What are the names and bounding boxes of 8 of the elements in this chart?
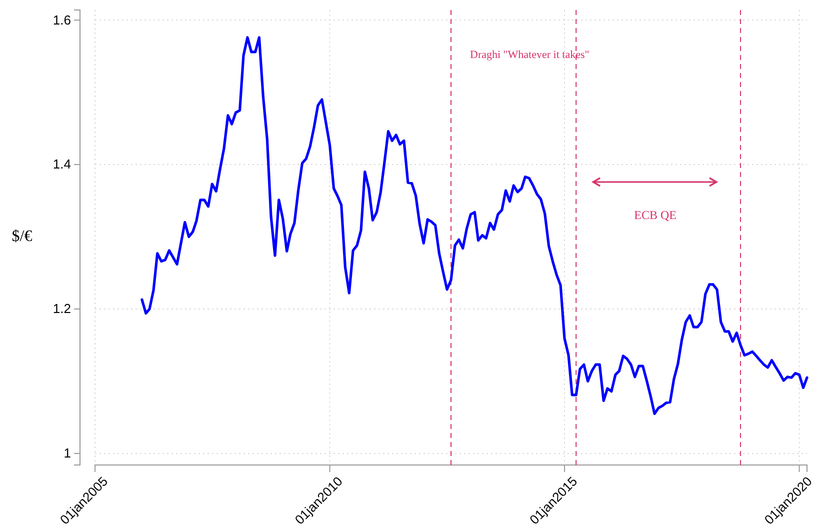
annotation: ECB QE	[634, 208, 676, 222]
y-tick-label: 1.4	[52, 156, 71, 172]
y-axis-title: $/€	[12, 228, 32, 246]
y-tick-label: 1	[64, 446, 71, 461]
line-series	[140, 36, 808, 416]
y-tick-label: 1.2	[52, 301, 71, 316]
y-tick-label: 1.6	[52, 12, 71, 28]
ref-line-label: Draghi "Whatever it takes"	[470, 49, 590, 61]
